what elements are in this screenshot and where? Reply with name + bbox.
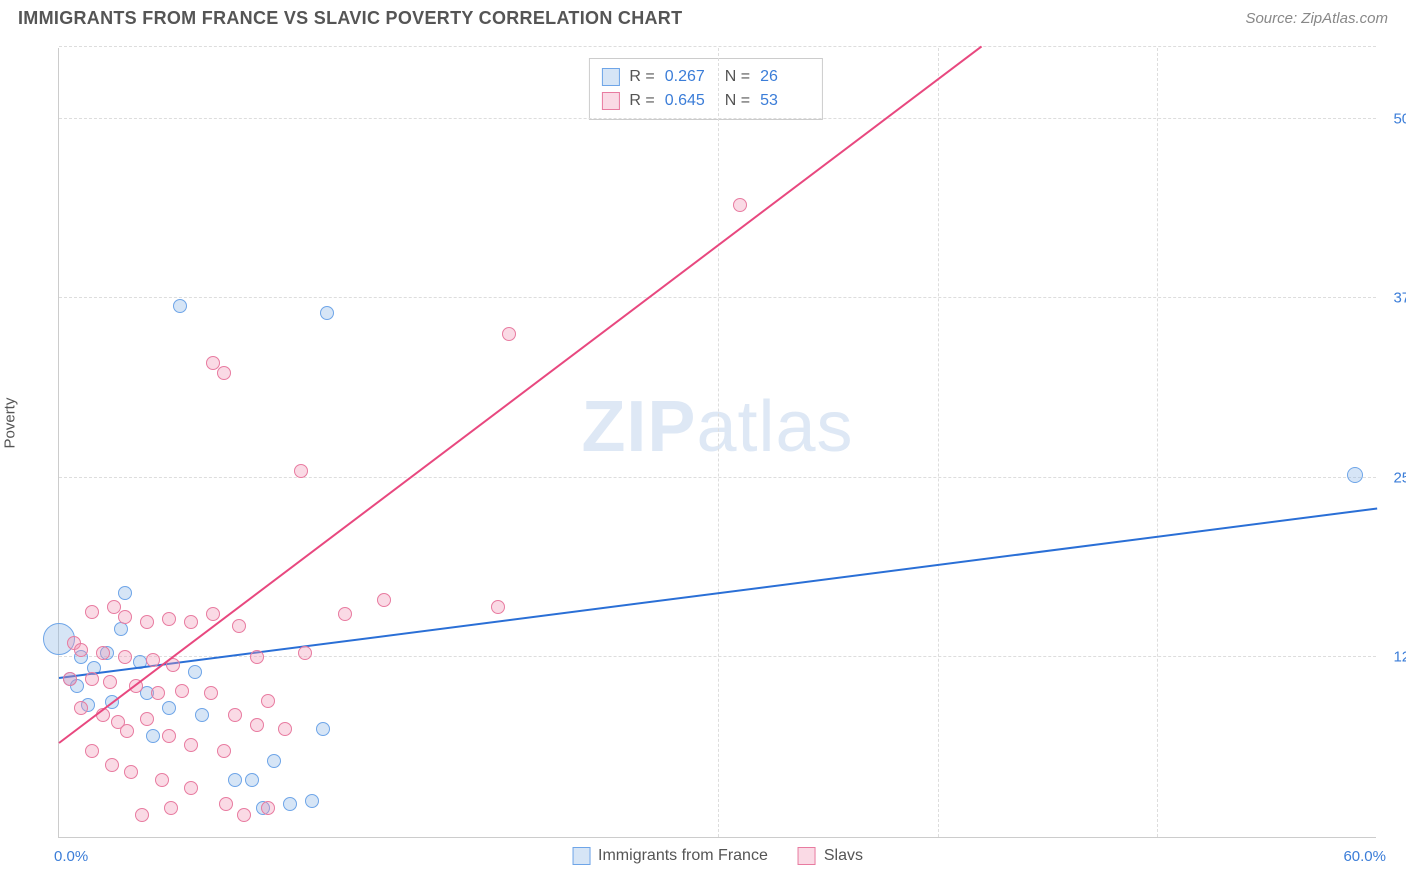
data-point [120,724,134,738]
data-point [733,198,747,212]
data-point [232,619,246,633]
data-point [96,646,110,660]
data-point [298,646,312,660]
data-point [184,781,198,795]
gridline-vertical [938,48,939,837]
source-attribution: Source: ZipAtlas.com [1245,10,1388,27]
data-point [74,701,88,715]
data-point [135,808,149,822]
data-point [261,694,275,708]
data-point [146,729,160,743]
data-point [228,773,242,787]
data-point [173,299,187,313]
data-point [195,708,209,722]
data-point [219,797,233,811]
correlation-stats-box: R = 0.267 N = 26 R = 0.645 N = 53 [588,58,823,120]
data-point [250,718,264,732]
legend-swatch-series1 [572,847,590,865]
x-axis-origin-label: 0.0% [54,848,88,865]
legend-swatch-series2 [798,847,816,865]
gridline-vertical [1157,48,1158,837]
data-point [162,612,176,626]
data-point [237,808,251,822]
swatch-series2 [601,92,619,110]
data-point [217,744,231,758]
data-point [188,665,202,679]
plot-area: ZIPatlas R = 0.267 N = 26 R = 0.645 N = … [58,48,1376,838]
data-point [184,738,198,752]
x-axis-max-label: 60.0% [1343,848,1386,865]
chart-container: Poverty ZIPatlas R = 0.267 N = 26 R = 0.… [18,40,1388,880]
y-tick-label: 50.0% [1381,110,1406,127]
data-point [85,605,99,619]
data-point [305,794,319,808]
data-point [184,615,198,629]
data-point [140,712,154,726]
data-point [320,306,334,320]
data-point [105,758,119,772]
chart-title: IMMIGRANTS FROM FRANCE VS SLAVIC POVERTY… [18,8,682,29]
data-point [103,675,117,689]
data-point [155,773,169,787]
data-point [175,684,189,698]
data-point [63,672,77,686]
trendline [58,45,982,743]
data-point [118,650,132,664]
data-point [1347,467,1363,483]
data-point [338,607,352,621]
data-point [278,722,292,736]
data-point [316,722,330,736]
y-tick-label: 12.5% [1381,649,1406,666]
stats-row-series2: R = 0.645 N = 53 [601,89,810,113]
data-point [283,797,297,811]
data-point [217,366,231,380]
legend-item-series1: Immigrants from France [572,847,768,865]
data-point [118,610,132,624]
data-point [294,464,308,478]
data-point [204,686,218,700]
data-point [250,650,264,664]
data-point [502,327,516,341]
gridline-horizontal [59,46,1376,47]
legend-item-series2: Slavs [798,847,863,865]
data-point [164,801,178,815]
data-point [85,744,99,758]
data-point [85,672,99,686]
y-tick-label: 37.5% [1381,290,1406,307]
data-point [377,593,391,607]
gridline-vertical [718,48,719,837]
y-tick-label: 25.0% [1381,469,1406,486]
data-point [124,765,138,779]
data-point [162,729,176,743]
y-axis-label: Poverty [2,398,19,449]
data-point [245,773,259,787]
data-point [74,643,88,657]
data-point [228,708,242,722]
data-point [267,754,281,768]
data-point [162,701,176,715]
data-point [206,607,220,621]
legend: Immigrants from France Slavs [572,847,863,865]
data-point [491,600,505,614]
data-point [118,586,132,600]
stats-row-series1: R = 0.267 N = 26 [601,65,810,89]
data-point [151,686,165,700]
data-point [261,801,275,815]
swatch-series1 [601,68,619,86]
data-point [140,615,154,629]
